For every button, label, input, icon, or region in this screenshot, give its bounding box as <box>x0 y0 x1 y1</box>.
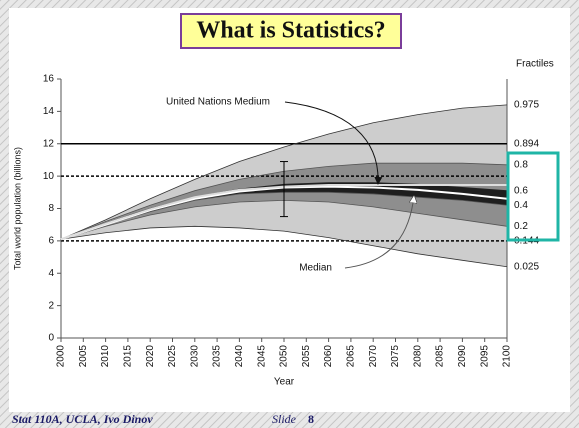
fractile-label: 0.4 <box>514 200 528 211</box>
x-tick-label: 2035 <box>212 345 223 368</box>
x-tick-label: 2065 <box>346 345 357 368</box>
x-tick-label: 2045 <box>256 345 267 368</box>
y-tick-label: 0 <box>48 333 54 344</box>
y-tick-label: 4 <box>48 268 54 279</box>
footer: Stat 110A, UCLA, Ivo Dinov <box>12 412 153 426</box>
x-tick-label: 2055 <box>301 345 312 368</box>
highlight-box <box>506 151 560 242</box>
x-tick-label: 2100 <box>502 345 513 368</box>
x-tick-label: 2025 <box>167 345 178 368</box>
fractile-label: 0.025 <box>514 261 539 272</box>
plot: 0.8940.1440.9750.80.60.40.20.025MedianUn… <box>12 59 553 388</box>
x-tick-label: 2020 <box>145 345 156 368</box>
fractile-label: 0.8 <box>514 159 528 170</box>
band <box>61 200 507 267</box>
annotation-arrow <box>344 196 414 269</box>
x-tick-label: 2010 <box>100 345 111 368</box>
x-tick-label: 2015 <box>123 345 134 368</box>
slide-title: What is Statistics? <box>196 18 385 44</box>
fractile-label: 0.894 <box>514 138 539 149</box>
y-tick-label: 6 <box>48 236 54 247</box>
band <box>61 163 507 240</box>
fractile-line <box>60 225 508 268</box>
x-tick-label: 2090 <box>457 345 468 368</box>
slide-number: 8 <box>308 412 314 426</box>
y-axis-title: Total world population (billions) <box>12 147 22 270</box>
title-box <box>180 13 402 49</box>
band <box>61 104 507 240</box>
right-header: Fractiles <box>516 59 554 70</box>
x-tick-label: 2080 <box>412 345 423 368</box>
fractile-label: 0.975 <box>514 100 539 111</box>
y-tick-label: 2 <box>48 300 54 311</box>
x-tick-label: 2085 <box>435 345 446 368</box>
y-tick-label: 16 <box>43 74 55 85</box>
x-tick-label: 2050 <box>279 345 290 368</box>
fractile-label: 0.2 <box>514 221 528 232</box>
annotation-arrow <box>284 101 383 185</box>
annotation: United Nations Medium <box>166 97 270 108</box>
fractile-line <box>60 104 508 240</box>
slide-label: Slide <box>272 412 297 426</box>
fractile-label: 0.6 <box>514 185 528 196</box>
x-tick-label: 2030 <box>189 345 200 368</box>
x-tick-label: 2040 <box>234 345 245 368</box>
band <box>61 192 507 240</box>
y-tick-label: 14 <box>43 106 55 117</box>
y-tick-label: 10 <box>43 171 55 182</box>
y-tick-label: 12 <box>43 138 55 149</box>
x-tick-label: 2070 <box>368 345 379 368</box>
x-tick-label: 2060 <box>323 345 334 368</box>
x-tick-label: 2095 <box>479 345 490 368</box>
annotation: Median <box>299 263 332 274</box>
y-tick-label: 8 <box>48 203 54 214</box>
x-axis-title: Year <box>274 377 295 388</box>
x-tick-label: 2075 <box>390 345 401 368</box>
x-tick-label: 2005 <box>78 345 89 368</box>
x-tick-label: 2000 <box>56 345 67 368</box>
